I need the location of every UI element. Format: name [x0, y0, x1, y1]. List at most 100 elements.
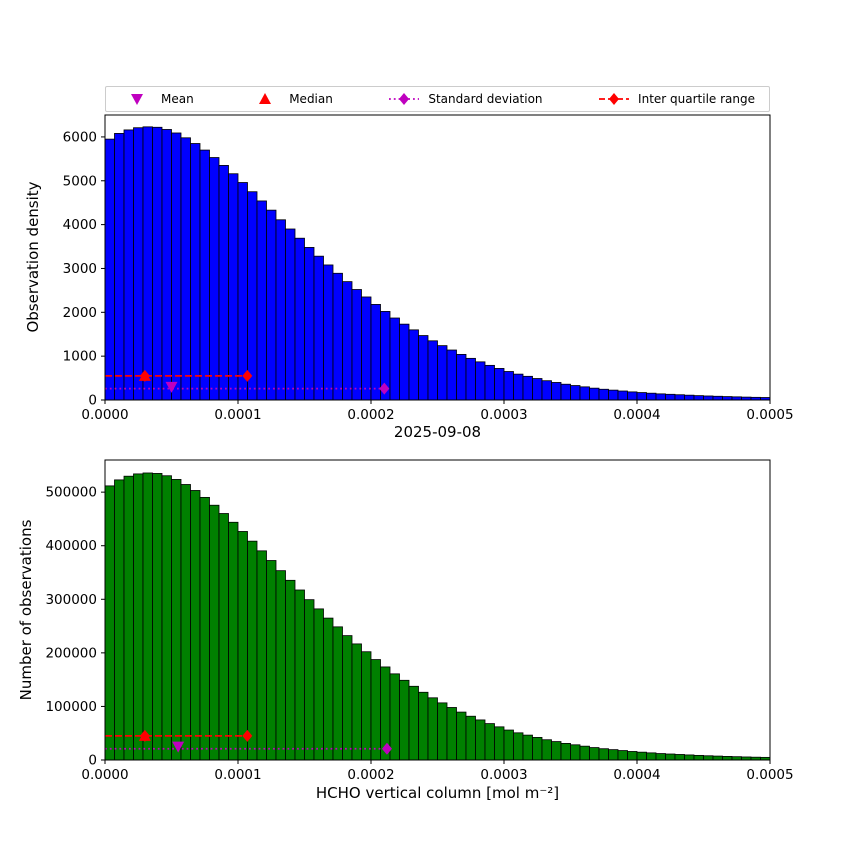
histogram-bars: [104, 126, 771, 401]
histogram-bar: [598, 748, 609, 761]
x-tick-label: 0.0001: [214, 407, 261, 423]
axes-spines: [104, 459, 771, 761]
histogram-bar: [465, 357, 476, 401]
x-tick-label: 0.0002: [347, 407, 394, 423]
histogram-bar: [361, 651, 372, 761]
histogram-bar: [494, 368, 505, 401]
histogram-bar: [161, 475, 172, 761]
histogram-bar: [541, 739, 552, 761]
histogram-bar: [418, 691, 429, 761]
legend-marker: [131, 94, 143, 105]
histogram-bar: [171, 132, 182, 401]
histogram-bar: [323, 264, 334, 401]
y-tick-label: 200000: [45, 645, 97, 661]
histogram-bar: [133, 473, 144, 761]
histogram-bar: [313, 255, 324, 401]
histogram-bar: [503, 371, 514, 401]
histogram-bar: [104, 485, 115, 761]
histogram-bar: [627, 751, 638, 761]
legend-marker: [609, 93, 620, 105]
histogram-bar: [541, 380, 552, 401]
histogram-bar: [399, 679, 410, 761]
legend-item-median: Median: [248, 92, 333, 106]
histogram-bar: [342, 635, 353, 761]
histogram-bar: [237, 531, 248, 761]
y-tick-label: 3000: [63, 261, 97, 277]
legend-marker: [259, 93, 272, 104]
histogram-bar: [228, 521, 239, 761]
observation-density-histogram: 0.0000 0.0001 0.0002 0.0003 0.0004 0.0005 0 100…: [63, 114, 794, 423]
x-tick-label: 0.0003: [480, 407, 527, 423]
histogram-bar: [532, 737, 543, 761]
y-tick-label: 5000: [63, 173, 97, 189]
histogram-bar: [114, 479, 125, 761]
histogram-bar: [361, 296, 372, 401]
legend-label-median: Median: [289, 92, 333, 106]
histogram-bar: [484, 364, 495, 401]
histogram-bar: [332, 626, 343, 761]
histogram-bar: [655, 393, 666, 401]
histogram-bar: [579, 386, 590, 401]
legend-marker: [399, 93, 410, 105]
histogram-bar: [123, 475, 134, 761]
histogram-bar: [266, 209, 277, 401]
histogram-bar: [570, 744, 581, 761]
histogram-bar: [342, 281, 353, 401]
y-tick-label: 500000: [45, 485, 97, 501]
histogram-bar: [617, 390, 628, 401]
histogram-bar: [389, 673, 400, 761]
histogram-bar: [389, 317, 400, 401]
histogram-bar: [199, 149, 210, 401]
legend-label-mean: Mean: [161, 92, 194, 106]
histogram-bar: [456, 353, 467, 401]
histogram-bar: [370, 304, 381, 401]
histogram-bar: [446, 707, 457, 761]
date-title: 2025-09-08: [393, 423, 482, 441]
histogram-bar: [665, 393, 676, 401]
histogram-bar: [123, 129, 134, 401]
histogram-bar: [133, 127, 144, 401]
x-tick-label: 0.0000: [81, 767, 128, 783]
histogram-bar: [684, 754, 695, 761]
histogram-bar: [370, 659, 381, 761]
y-tick-label: 300000: [45, 592, 97, 608]
histogram-bar: [104, 138, 115, 401]
histogram-bar: [142, 472, 153, 761]
histogram-bar: [275, 219, 286, 401]
legend-label-standard-deviation: Standard deviation: [428, 92, 543, 106]
x-tick-label: 0.0004: [613, 767, 660, 783]
histogram-bar: [646, 392, 657, 401]
y-tick-label: 1000: [63, 349, 97, 365]
histogram-bar: [228, 173, 239, 401]
histogram-bar: [209, 504, 220, 761]
x-tick-label: 0.0001: [214, 767, 261, 783]
histogram-bar: [646, 752, 657, 761]
histogram-bar: [114, 133, 125, 401]
x-tick-label: 0.0003: [480, 767, 527, 783]
x-tick-label: 0.0002: [347, 767, 394, 783]
histogram-bar: [351, 289, 362, 401]
mean-marker-icon: [131, 94, 143, 105]
histogram-bar: [722, 756, 733, 761]
histogram-bar: [180, 484, 191, 761]
legend-item-standard-deviation: Standard deviation: [387, 92, 543, 106]
x-axis-label: HCHO vertical column [mol m⁻²]: [315, 784, 560, 802]
iqr-marker: [242, 369, 253, 382]
histogram-bar: [199, 496, 210, 761]
histogram-bar: [161, 129, 172, 401]
histogram-bar: [427, 697, 438, 761]
histogram-bar: [437, 702, 448, 761]
x-tick-label: 0.0000: [81, 407, 128, 423]
histogram-bar: [560, 383, 571, 401]
histogram-bar: [551, 741, 562, 761]
observation-count-histogram: 0.0000 0.0001 0.0002 0.0003 0.0004 0.0005 0 100…: [45, 459, 794, 783]
histogram-bar: [313, 608, 324, 761]
histogram-bar: [665, 753, 676, 761]
axes-spines: [104, 114, 771, 401]
histogram-bar: [275, 570, 286, 761]
y-tick-label: 6000: [63, 129, 97, 145]
y-tick-label: 100000: [45, 699, 97, 715]
y-tick-label: 0: [88, 753, 97, 769]
histogram-bar: [218, 165, 229, 401]
